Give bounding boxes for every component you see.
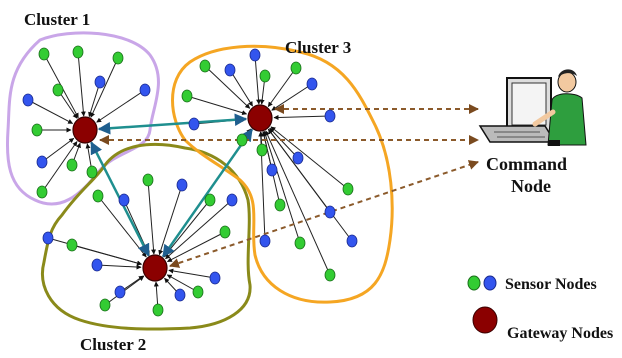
sensor-node-green	[204, 193, 216, 207]
sensor-link	[71, 244, 142, 266]
sensor-link	[273, 114, 331, 120]
sensor-node-blue	[346, 234, 358, 248]
command-node-label-line2: Node	[511, 176, 551, 196]
sensor-node-green	[66, 158, 78, 172]
sensor-node-blue	[306, 77, 318, 91]
legend-sensor-label: Sensor Nodes	[505, 276, 597, 293]
sensor-node-green	[142, 173, 154, 187]
sensor-node-green	[99, 298, 111, 312]
sensor-link	[186, 95, 248, 116]
legend-gateway-label: Gateway Nodes	[507, 325, 613, 342]
sensor-link	[77, 51, 86, 117]
legend: Sensor Nodes Gateway Nodes	[467, 275, 613, 342]
sensor-node-blue	[91, 258, 103, 272]
sensor-node-blue	[292, 151, 304, 165]
sensor-node-green	[274, 198, 286, 212]
cluster-3-boundary	[171, 44, 394, 304]
sensor-node-blue	[324, 205, 336, 219]
sensor-node-green	[66, 238, 78, 252]
sensor-node-blue	[226, 193, 238, 207]
sensor-node-green	[192, 285, 204, 299]
sensor-link	[90, 57, 119, 118]
sensor-node-blue	[324, 109, 336, 123]
gateway-node	[142, 254, 168, 282]
sensor-node-green	[294, 236, 306, 250]
sensor-node-blue	[42, 231, 54, 245]
sensor-link	[41, 141, 78, 193]
sensor-node-green	[259, 69, 271, 83]
cluster-3-label: Cluster 3	[285, 38, 351, 57]
sensor-node-green	[152, 303, 164, 317]
sensor-node-blue	[94, 75, 106, 89]
command-node: Command Node	[478, 69, 587, 196]
sensor-link	[267, 67, 297, 108]
cluster-1-label: Cluster 1	[24, 10, 90, 29]
gateway-link	[97, 113, 248, 135]
sensor-link	[204, 65, 251, 109]
sensor-node-green	[236, 133, 248, 147]
laptop-icon	[478, 77, 557, 143]
sensor-node-green	[181, 89, 193, 103]
sensor-node-green	[52, 83, 64, 97]
cluster-2-boundary	[41, 142, 252, 331]
legend-gateway-icon	[472, 306, 498, 334]
sensor-link	[229, 69, 254, 107]
sensor-node-green	[72, 45, 84, 59]
legend-sensor-green-icon	[467, 275, 481, 291]
sensor-node-blue	[224, 63, 236, 77]
command-links	[99, 104, 479, 268]
gateway-node	[247, 104, 273, 132]
sensor-node-blue	[188, 117, 200, 131]
sensor-node-blue	[36, 155, 48, 169]
command-node-label-line1: Command	[486, 154, 567, 174]
legend-sensor-blue-icon	[483, 275, 497, 291]
sensor-node-green	[199, 59, 211, 73]
sensor-node-green	[290, 61, 302, 75]
sensor-node-blue	[209, 271, 221, 285]
sensor-node-green	[324, 268, 336, 282]
sensor-nodes	[22, 45, 358, 317]
sensor-link	[267, 128, 353, 242]
sensor-link	[27, 99, 74, 124]
person-icon	[532, 69, 587, 146]
sensor-node-blue	[176, 178, 188, 192]
sensor-node-blue	[259, 234, 271, 248]
gateway-node	[72, 116, 98, 144]
command-link	[169, 160, 479, 268]
sensor-node-green	[342, 182, 354, 196]
sensor-node-green	[219, 225, 231, 239]
sensor-node-blue	[266, 163, 278, 177]
sensor-node-blue	[118, 193, 130, 207]
sensor-link	[269, 127, 299, 159]
sensor-node-green	[112, 51, 124, 65]
sensor-link	[163, 199, 211, 258]
sensor-node-green	[86, 165, 98, 179]
sensor-node-green	[36, 185, 48, 199]
sensor-node-green	[92, 189, 104, 203]
sensor-link	[147, 179, 157, 255]
cluster-2-label: Cluster 2	[80, 335, 146, 354]
sensor-node-green	[38, 47, 50, 61]
sensor-link	[166, 274, 199, 293]
sensor-node-blue	[114, 285, 126, 299]
sensor-node-blue	[249, 48, 261, 62]
gateway-nodes	[72, 104, 273, 282]
sensor-link	[96, 89, 146, 123]
sensor-link	[41, 137, 75, 163]
sensor-node-green	[31, 123, 43, 137]
sensor-node-blue	[174, 288, 186, 302]
gateway-link	[162, 128, 253, 258]
sensor-link	[254, 54, 262, 105]
sensor-node-blue	[139, 83, 151, 97]
sensor-node-green	[256, 143, 268, 157]
sensor-link	[168, 268, 216, 279]
sensor-link	[96, 264, 142, 270]
sensor-link	[270, 126, 349, 190]
sensor-link	[271, 83, 313, 111]
sensor-node-blue	[22, 93, 34, 107]
